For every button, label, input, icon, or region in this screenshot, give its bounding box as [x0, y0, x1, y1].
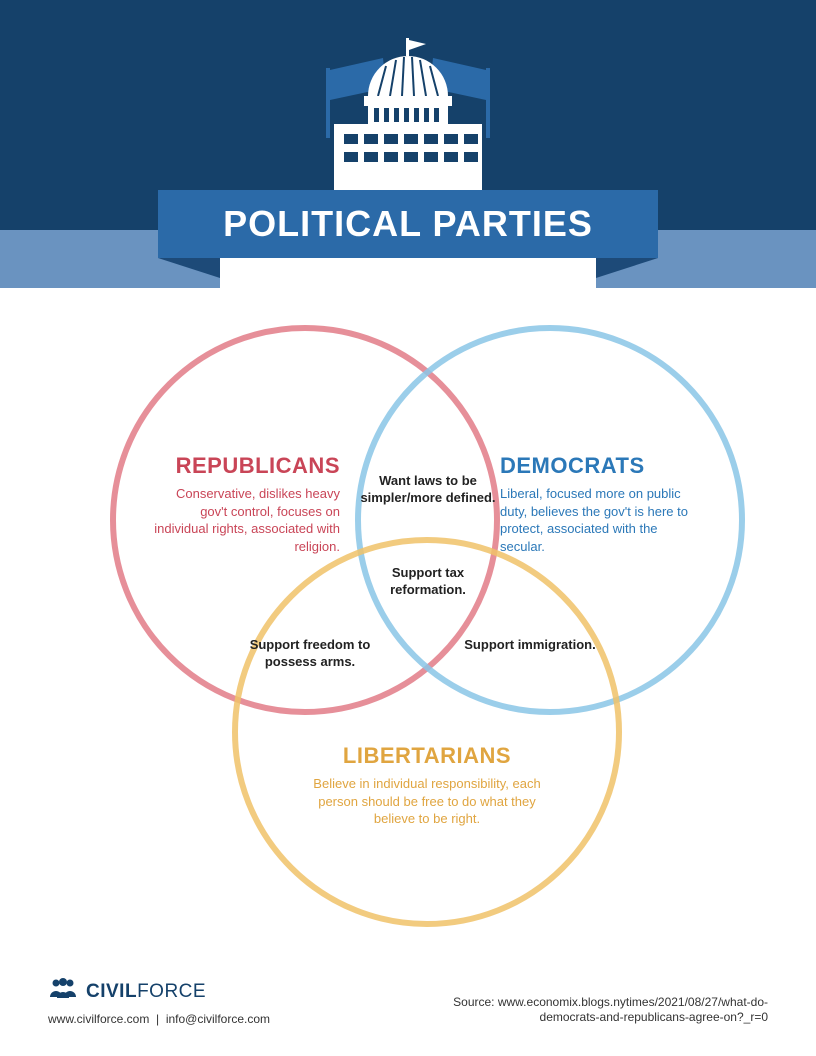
source-citation: Source: www.economix.blogs.nytimes/2021/…: [448, 995, 768, 1026]
people-icon: [48, 977, 78, 1006]
title-banner: POLITICAL PARTIES: [158, 190, 658, 258]
capitol-icon: [288, 38, 528, 201]
desc-libertarians: Believe in individual responsibility, ea…: [297, 775, 557, 828]
overlap-dem-lib: Support immigration.: [460, 637, 600, 654]
white-panel: [220, 258, 596, 288]
overlap-rep-lib: Support freedom to possess arms.: [240, 637, 380, 671]
label-libertarians: LIBERTARIANS: [327, 743, 527, 769]
brand: CIVILFORCE www.civilforce.com | info@civ…: [48, 977, 270, 1026]
footer: CIVILFORCE www.civilforce.com | info@civ…: [0, 977, 816, 1026]
overlap-all: Support tax reformation.: [358, 565, 498, 599]
brand-contact: www.civilforce.com | info@civilforce.com: [48, 1012, 270, 1026]
brand-name: CIVILFORCE: [86, 981, 206, 1003]
venn-diagram: REPUBLICANS Conservative, dislikes heavy…: [0, 315, 816, 935]
desc-democrats: Liberal, focused more on public duty, be…: [500, 485, 690, 555]
label-democrats: DEMOCRATS: [500, 453, 645, 479]
desc-republicans: Conservative, dislikes heavy gov't contr…: [150, 485, 340, 555]
label-republicans: REPUBLICANS: [160, 453, 340, 479]
overlap-rep-dem: Want laws to be simpler/more defined.: [358, 473, 498, 507]
page-title: POLITICAL PARTIES: [223, 203, 593, 245]
